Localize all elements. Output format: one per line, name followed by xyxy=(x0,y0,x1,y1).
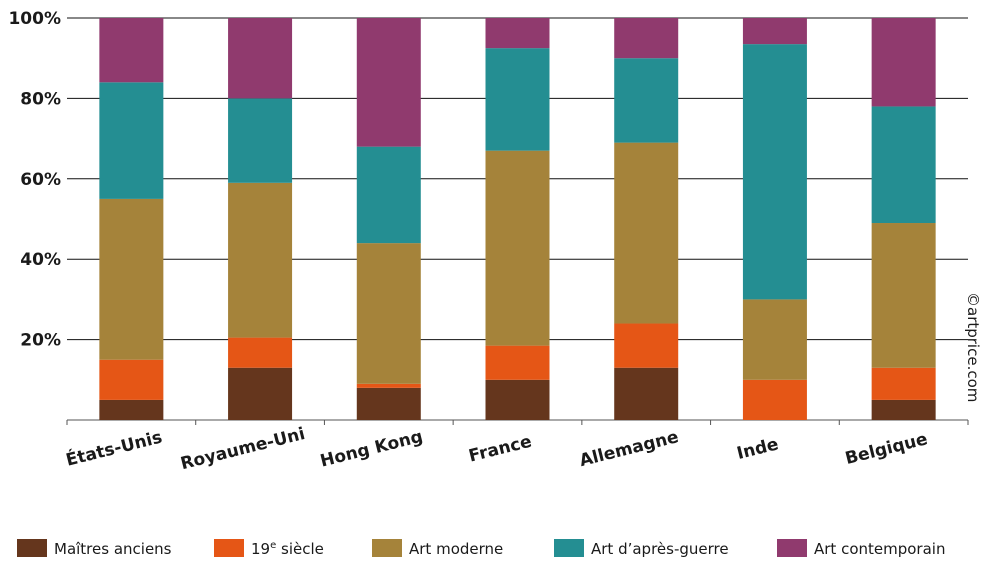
legend-swatch xyxy=(17,539,47,557)
x-tick-label: Royaume-Uni xyxy=(179,424,308,474)
legend-label: Art d’après-guerre xyxy=(591,540,729,558)
x-tick-label: Belgique xyxy=(843,429,929,469)
bar-segment xyxy=(614,142,679,324)
y-tick-label: 60% xyxy=(20,170,61,190)
bar-segment xyxy=(356,18,421,147)
y-tick-label: 100% xyxy=(8,9,61,29)
legend-label: 19e siècle xyxy=(251,540,324,558)
y-axis-tick-labels: 20% 40% 60% 80% 100% xyxy=(8,9,61,351)
bar-segment xyxy=(871,367,936,400)
x-tick-label: États-Unis xyxy=(64,426,165,471)
legend-swatch xyxy=(777,539,807,557)
bar-segment xyxy=(614,323,679,368)
bar-segment xyxy=(485,18,550,49)
legend-swatch xyxy=(372,539,402,557)
legend-label: Maîtres anciens xyxy=(54,540,172,558)
bar-segment xyxy=(356,387,421,420)
bar-segment xyxy=(485,379,550,420)
copyright-credit: ©artprice.com xyxy=(964,292,982,402)
bar-segment xyxy=(99,82,164,199)
x-tick-label: Hong Kong xyxy=(318,427,425,472)
bar-segment xyxy=(356,243,421,384)
bar-segment xyxy=(99,359,164,400)
legend-item: 19e siècle xyxy=(214,539,324,558)
bar-segment xyxy=(485,48,550,151)
legend-item: Art d’après-guerre xyxy=(554,539,729,558)
bar-segment xyxy=(742,299,807,380)
bar-segment xyxy=(228,337,293,368)
bar-segment xyxy=(228,98,293,183)
bar-segment xyxy=(228,367,293,420)
bar-segment xyxy=(742,18,807,45)
bar-segment xyxy=(871,18,936,107)
x-axis-tick-labels: États-Unis Royaume-Uni Hong Kong France Alle… xyxy=(64,424,930,474)
bar-segment xyxy=(614,18,679,59)
legend-item: Art contemporain xyxy=(777,539,945,558)
bar-segment xyxy=(485,345,550,380)
y-tick-label: 40% xyxy=(20,250,61,270)
bar-segment xyxy=(356,383,421,388)
bar-segment xyxy=(228,18,293,99)
bar-segment xyxy=(742,379,807,420)
x-tick-label: Allemagne xyxy=(577,427,680,471)
bar-segment xyxy=(228,182,293,338)
bar-segment xyxy=(871,399,936,420)
bar-segment xyxy=(356,146,421,244)
x-tick-label: Inde xyxy=(735,434,781,464)
legend-item: Art moderne xyxy=(372,539,503,558)
bar-segment xyxy=(871,106,936,224)
legend-label: Art contemporain xyxy=(814,540,945,558)
bar-segment xyxy=(99,18,164,83)
bars xyxy=(99,18,936,420)
legend-label: Art moderne xyxy=(409,540,503,558)
x-tick-label: France xyxy=(467,432,534,467)
y-tick-label: 80% xyxy=(20,89,61,109)
bar-segment xyxy=(742,44,807,300)
legend-swatch xyxy=(214,539,244,557)
bar-segment xyxy=(614,367,679,420)
legend: Maîtres anciens 19e siècle Art moderne Art … xyxy=(17,539,945,558)
legend-item: Maîtres anciens xyxy=(17,539,172,558)
bar-segment xyxy=(614,58,679,143)
bar-segment xyxy=(99,198,164,360)
bar-segment xyxy=(871,223,936,368)
legend-swatch xyxy=(554,539,584,557)
bar-segment xyxy=(99,399,164,420)
bar-segment xyxy=(485,150,550,346)
y-tick-label: 20% xyxy=(20,331,61,351)
